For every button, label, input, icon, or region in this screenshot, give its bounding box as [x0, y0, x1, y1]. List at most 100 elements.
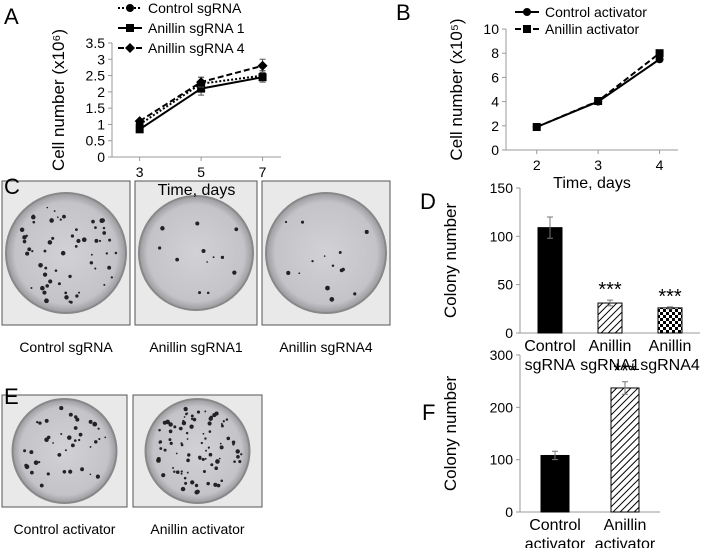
dish — [5, 192, 127, 314]
error-bar — [622, 381, 628, 395]
colony — [161, 473, 166, 478]
x-tick-label: sgRNA1 — [580, 357, 640, 374]
series-line — [536, 58, 661, 128]
legend-label: Anillin activator — [545, 21, 639, 37]
y-tick-label: 50 — [497, 277, 513, 293]
colony — [194, 490, 199, 495]
colony — [62, 469, 67, 474]
colony — [107, 265, 112, 270]
colony — [67, 435, 72, 440]
colony — [206, 481, 210, 486]
y-axis-label: Colony number — [441, 376, 460, 492]
colony — [179, 426, 183, 431]
series-line — [536, 52, 661, 128]
colony — [186, 412, 189, 415]
colony — [168, 429, 173, 434]
colony — [192, 417, 197, 422]
colony — [53, 210, 56, 212]
colony — [44, 298, 49, 304]
colony — [202, 432, 205, 435]
marker — [258, 73, 267, 82]
colony — [44, 266, 48, 270]
colony — [212, 256, 215, 259]
y-tick-label: 10 — [483, 21, 499, 37]
colony — [68, 412, 73, 417]
colony — [91, 219, 95, 224]
colony — [88, 419, 93, 424]
panel-label: D — [420, 189, 436, 214]
colony — [286, 270, 291, 275]
colony — [57, 282, 61, 286]
colony — [23, 449, 27, 453]
colony — [220, 424, 224, 428]
colony — [160, 226, 165, 231]
colony — [97, 427, 100, 430]
colony — [209, 415, 214, 420]
colony — [226, 436, 231, 441]
colony — [103, 283, 106, 286]
legend-marker — [126, 24, 134, 32]
y-tick-label: 2.5 — [86, 68, 106, 84]
colony — [220, 422, 223, 425]
colony — [102, 226, 106, 230]
colony — [78, 438, 81, 442]
colony — [92, 421, 98, 427]
colony — [185, 431, 189, 435]
colony — [27, 247, 32, 252]
colony — [156, 458, 161, 463]
x-tick-label: activator — [525, 536, 586, 548]
colony — [60, 250, 66, 256]
y-tick-label: 300 — [490, 347, 514, 363]
colony — [195, 221, 200, 226]
colony — [331, 264, 335, 267]
x-tick-label: 2 — [533, 157, 541, 173]
colony — [114, 251, 118, 255]
colony — [98, 437, 101, 441]
y-tick-label: 8 — [491, 45, 499, 61]
colony — [234, 227, 239, 232]
colony — [78, 432, 83, 437]
bar — [610, 387, 640, 513]
colony — [311, 259, 314, 263]
y-tick-label: 3.5 — [86, 35, 106, 51]
y-tick-label: 150 — [490, 180, 514, 196]
colony — [183, 476, 187, 480]
y-axis-label: Cell number (x10⁵) — [447, 18, 466, 160]
colony — [173, 470, 176, 473]
colony — [220, 479, 224, 483]
colony — [233, 460, 236, 463]
colony — [45, 284, 49, 288]
colony — [300, 220, 305, 224]
colony — [158, 441, 161, 444]
colony — [62, 214, 66, 219]
colony — [89, 473, 92, 476]
colony — [208, 430, 212, 433]
colony — [213, 482, 218, 487]
colony — [81, 237, 87, 243]
colony — [204, 437, 207, 440]
colony — [180, 486, 186, 492]
colony — [98, 239, 102, 243]
colony — [235, 449, 240, 454]
colony — [364, 229, 369, 234]
x-tick-label: sgRNA4 — [640, 357, 700, 374]
colony — [54, 269, 58, 272]
marker — [594, 96, 603, 105]
colony — [214, 411, 219, 416]
colony — [75, 417, 80, 422]
colony — [94, 267, 97, 270]
colony — [75, 294, 79, 298]
colony — [38, 262, 43, 268]
colony — [51, 236, 55, 240]
bar — [537, 227, 563, 334]
significance: *** — [658, 286, 682, 308]
bar — [597, 302, 623, 334]
error-bar — [667, 306, 673, 310]
colony — [231, 440, 236, 444]
bar — [540, 454, 570, 513]
colony — [52, 442, 54, 444]
colony — [206, 261, 208, 263]
y-axis-label: Cell number (x10⁶) — [49, 29, 68, 171]
colony — [70, 234, 75, 238]
